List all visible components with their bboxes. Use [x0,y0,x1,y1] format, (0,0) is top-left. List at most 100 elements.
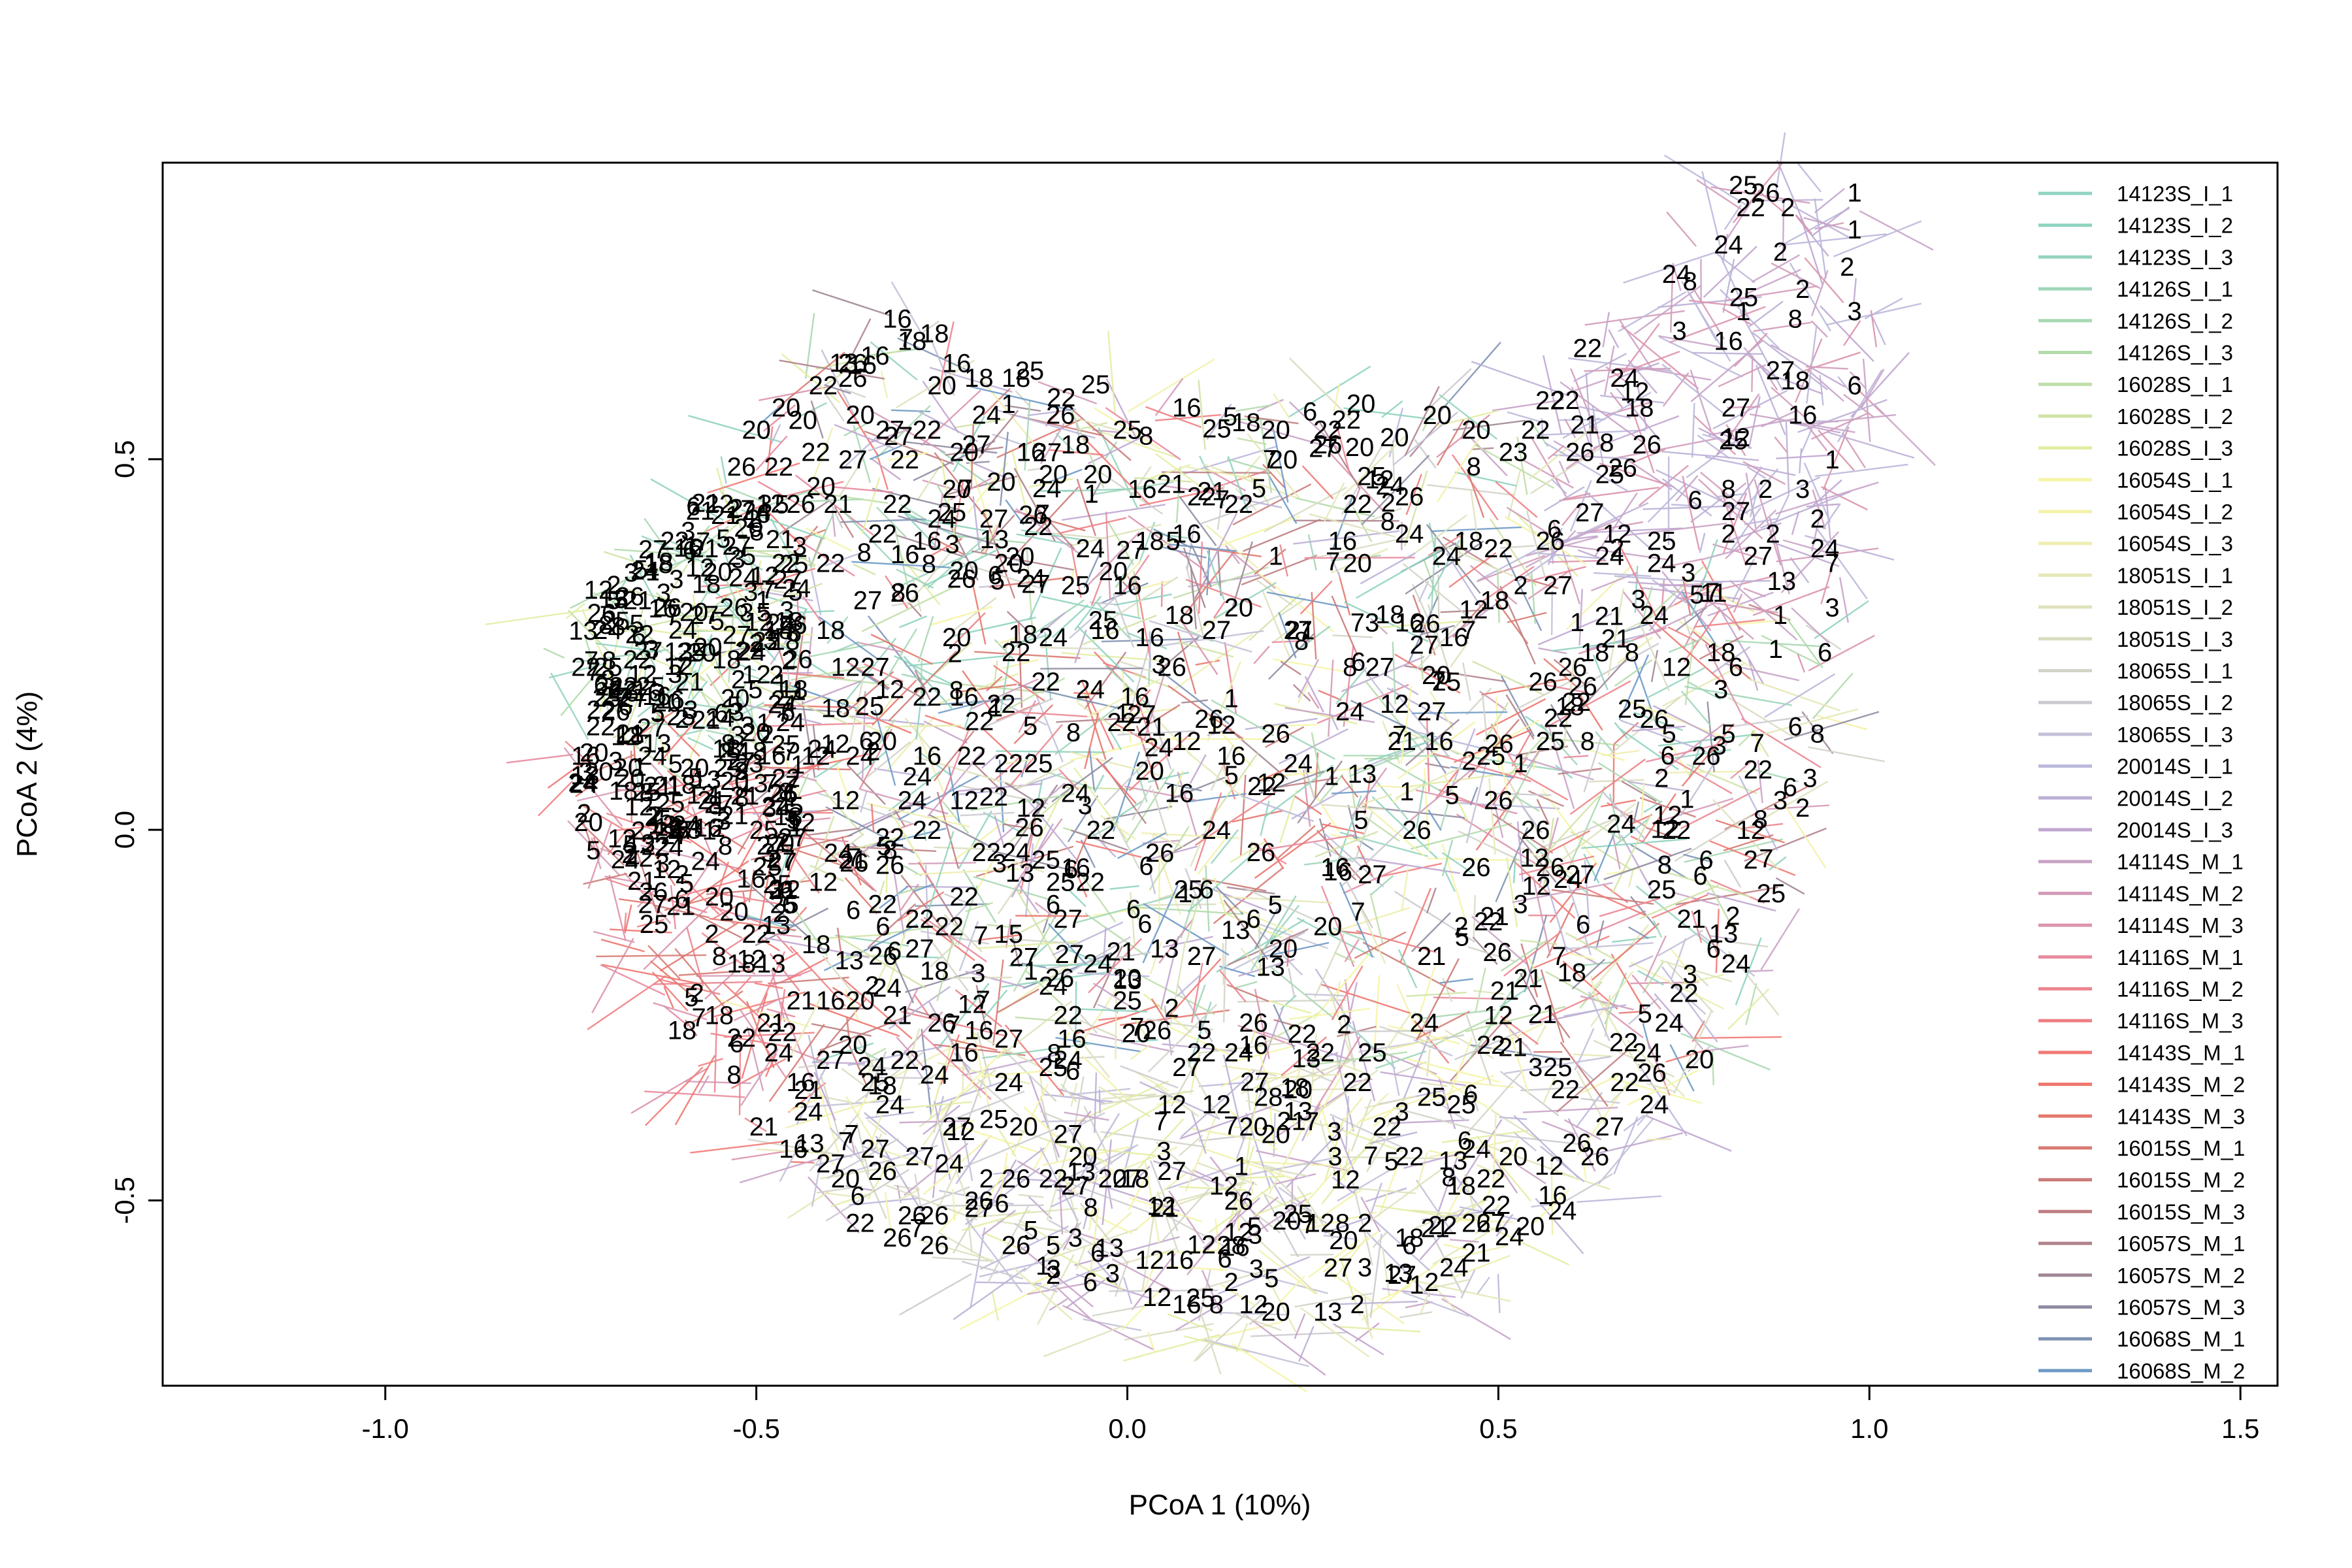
trajectory-segment [1484,1224,1570,1266]
trajectory-segment [1540,969,1565,1043]
point-label: 27 [690,601,719,630]
trajectory-segment [1058,768,1079,791]
trajectory-segment [1260,766,1369,779]
point-label: 22 [883,490,912,519]
point-label: 21 [1676,905,1706,934]
trajectory-segment [1833,220,1922,257]
trajectory-segment [1562,417,1600,439]
trajectory-segment [1075,1273,1149,1299]
trajectory-segment [1586,1132,1684,1157]
trajectory-segment [756,1148,832,1154]
legend-label: 18065S_I_2 [2117,691,2233,715]
trajectory-segment [1622,698,1723,738]
trajectory-segment [672,840,726,919]
trajectory-segment [826,1138,899,1179]
trajectory-segment [1425,762,1450,769]
trajectory-segment [1311,1088,1366,1091]
trajectory-segment [1110,800,1143,823]
point-label: 22 [1002,638,1031,667]
trajectory-segment [825,806,915,854]
trajectory-segment [1100,1131,1207,1148]
trajectory-segment [1749,413,1855,433]
trajectory-segment [1516,436,1528,495]
trajectory-segment [1443,1243,1468,1251]
trajectory-segment [1097,1004,1119,1014]
trajectory-segment [1386,1109,1403,1128]
trajectory-lines [485,132,1936,1393]
trajectory-segment [1156,1100,1181,1105]
point-label: 2 [1840,253,1854,282]
point-label: 26 [920,1231,949,1260]
trajectory-segment [856,641,902,653]
trajectory-segment [1043,1093,1113,1103]
trajectory-segment [1555,535,1598,542]
trajectory-segment [1006,611,1037,640]
trajectory-segment [938,1203,968,1233]
trajectory-segment [1264,486,1347,532]
trajectory-segment [1018,621,1023,708]
trajectory-segment [1052,921,1124,956]
point-label: 26 [1145,839,1175,868]
trajectory-segment [1232,809,1284,823]
point-label: 26 [653,594,682,623]
trajectory-segment [1392,642,1397,705]
trajectory-segment [608,576,629,610]
trajectory-segment [832,641,860,653]
trajectory-segment [1451,454,1499,521]
trajectory-segment [1051,1282,1091,1320]
trajectory-segment [1048,1219,1110,1254]
trajectory-segment [998,759,1005,833]
trajectory-segment [1354,810,1374,862]
point-label: 21 [838,845,868,874]
trajectory-segment [1131,1253,1176,1311]
point-label: 24 [1284,749,1313,778]
trajectory-segment [1256,1045,1271,1092]
trajectory-segment [1517,834,1557,883]
trajectory-segment [1056,1188,1086,1200]
point-label: 15 [994,920,1024,949]
point-label: 22 [772,764,801,793]
trajectory-segment [1580,1098,1620,1104]
trajectory-segment [643,902,713,970]
trajectory-segment [1538,992,1601,1022]
trajectory-segment [1007,858,1045,874]
trajectory-segment [1665,1049,1708,1063]
trajectory-segment [1311,1051,1339,1064]
trajectory-segment [1516,745,1569,756]
trajectory-segment [1256,580,1293,606]
trajectory-segment [1318,1100,1347,1182]
trajectory-segment [1076,1056,1105,1059]
trajectory-segment [1423,559,1440,601]
trajectory-segment [845,1017,850,1039]
trajectory-segment [849,715,925,726]
trajectory-segment [1661,363,1726,416]
trajectory-segment [945,1119,975,1135]
trajectory-segment [1114,723,1166,753]
point-label: 12 [801,742,830,771]
trajectory-segment [1563,502,1649,544]
point-label: 3 [1249,1254,1264,1283]
trajectory-segment [728,583,808,611]
trajectory-segment [662,877,748,902]
trajectory-segment [849,1197,919,1206]
trajectory-segment [1521,805,1543,833]
trajectory-segment [1320,774,1344,802]
trajectory-segment [1620,325,1699,389]
trajectory-segment [942,801,970,834]
trajectory-segment [1231,551,1276,589]
trajectory-segment [1185,578,1262,608]
point-label: 24 [1632,1038,1661,1067]
point-label: 18 [1454,527,1484,556]
point-label: 21 [1514,964,1543,993]
trajectory-segment [1330,834,1361,841]
trajectory-segment [1603,345,1615,395]
trajectory-segment [1838,577,1850,623]
trajectory-segment [1344,601,1429,642]
point-label: 22 [705,490,734,519]
trajectory-segment [938,321,955,391]
trajectory-segment [1666,211,1697,247]
trajectory-segment [1670,267,1674,333]
point-label: 26 [1528,668,1558,696]
point-label: 18 [1135,527,1164,556]
trajectory-segment [1612,437,1720,460]
